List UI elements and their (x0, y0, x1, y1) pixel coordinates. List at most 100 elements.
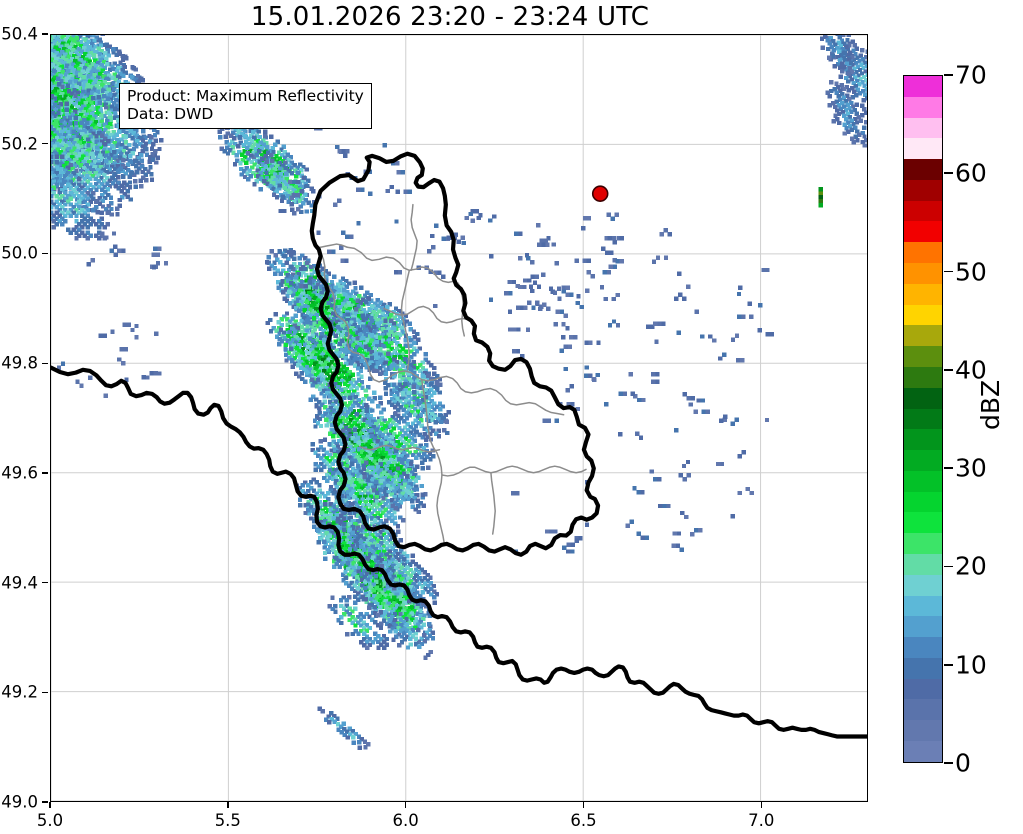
radar-cell (425, 454, 430, 459)
radar-cell (106, 53, 111, 58)
radar-cell (323, 274, 329, 280)
radar-cell (247, 168, 253, 173)
radar-cell (313, 307, 319, 312)
radar-cell (388, 318, 394, 323)
radar-cell (119, 151, 124, 157)
radar-cell (289, 281, 294, 286)
radar-cell (284, 171, 289, 176)
radar-cell (269, 164, 274, 169)
radar-cell (286, 193, 291, 199)
radar-cell (104, 90, 109, 96)
radar-cell (61, 103, 66, 108)
radar-cell (222, 148, 227, 154)
radar-cell (410, 463, 415, 469)
radar-cell (333, 447, 338, 452)
radar-cell (390, 324, 396, 329)
radar-cell (304, 359, 309, 364)
radar-cell (82, 123, 87, 128)
radar-cell (333, 308, 339, 313)
radar-cell (82, 80, 87, 85)
radar-cell (372, 508, 377, 513)
radar-cell (65, 182, 71, 187)
radar-cell (382, 424, 388, 429)
radar-cell (74, 207, 79, 213)
radar-cell (99, 116, 105, 122)
radar-cell (376, 418, 382, 424)
radar-cell (79, 112, 84, 118)
radar-cell (89, 151, 94, 156)
radar-cell (311, 315, 317, 321)
radar-cell (326, 388, 332, 394)
radar-cell (374, 451, 379, 456)
radar-cell (405, 422, 410, 427)
radar-cell (74, 132, 79, 137)
radar-cell (96, 122, 102, 128)
radar-cell (155, 130, 160, 135)
radar-cell (82, 93, 88, 98)
radar-cell (423, 399, 429, 404)
radar-cell (323, 518, 328, 524)
radar-cell (398, 436, 403, 442)
radar-cell (347, 306, 352, 312)
radar-cell (323, 345, 328, 351)
radar-cell (298, 209, 304, 215)
radar-cell (59, 124, 65, 129)
radar-cell (329, 417, 335, 422)
radar-cell (71, 193, 76, 199)
radar-cell (282, 335, 287, 341)
radar-cell (337, 341, 343, 347)
radar-cell (379, 305, 384, 311)
radar-cell (375, 361, 380, 366)
radar-cell (59, 50, 65, 55)
radar-cell (305, 183, 310, 189)
radar-cell (96, 95, 101, 100)
radar-cell (264, 176, 270, 181)
radar-cell (301, 362, 307, 367)
radar-cell (294, 306, 299, 311)
radar-cell (147, 139, 153, 144)
radar-cell (420, 460, 425, 465)
radar-cell (437, 377, 443, 382)
radar-cell (370, 471, 376, 476)
radar-cell (355, 360, 360, 366)
radar-cell (301, 291, 306, 296)
radar-cell (383, 380, 388, 385)
radar-cell (407, 407, 412, 412)
radar-cell (252, 162, 258, 167)
radar-cell (389, 352, 394, 357)
radar-cell (296, 271, 302, 277)
radar-cell (339, 344, 345, 349)
radar-cell (95, 111, 101, 116)
radar-cell (392, 374, 397, 379)
radar-cell (398, 404, 404, 410)
radar-cell (85, 118, 90, 123)
radar-cell (406, 462, 411, 467)
radar-cell (68, 179, 74, 185)
radar-cell (306, 488, 311, 494)
radar-cell (291, 299, 296, 304)
radar-cell (110, 110, 115, 115)
radar-cell (107, 167, 112, 172)
radar-cell (57, 95, 62, 100)
radar-cell (354, 417, 360, 423)
radar-cell (73, 120, 79, 126)
map-plot-area[interactable]: Product: Maximum Reflectivity Data: DWD (50, 34, 868, 802)
radar-cell (317, 488, 322, 494)
radar-cell (430, 428, 436, 434)
radar-cell (336, 470, 341, 475)
radar-cell (273, 142, 278, 148)
radar-cell (228, 133, 234, 139)
radar-cell (394, 423, 399, 428)
radar-cell (255, 159, 260, 164)
radar-cell (330, 456, 335, 461)
radar-cell (86, 137, 91, 142)
radar-cell (100, 51, 105, 56)
radar-cell (353, 444, 359, 449)
radar-cell (388, 483, 393, 489)
radar-cell (65, 165, 71, 171)
radar-cell (107, 147, 112, 152)
radar-cell (344, 284, 349, 289)
radar-cell (412, 393, 417, 398)
radar-cell (64, 155, 69, 160)
radar-cell (423, 357, 428, 362)
